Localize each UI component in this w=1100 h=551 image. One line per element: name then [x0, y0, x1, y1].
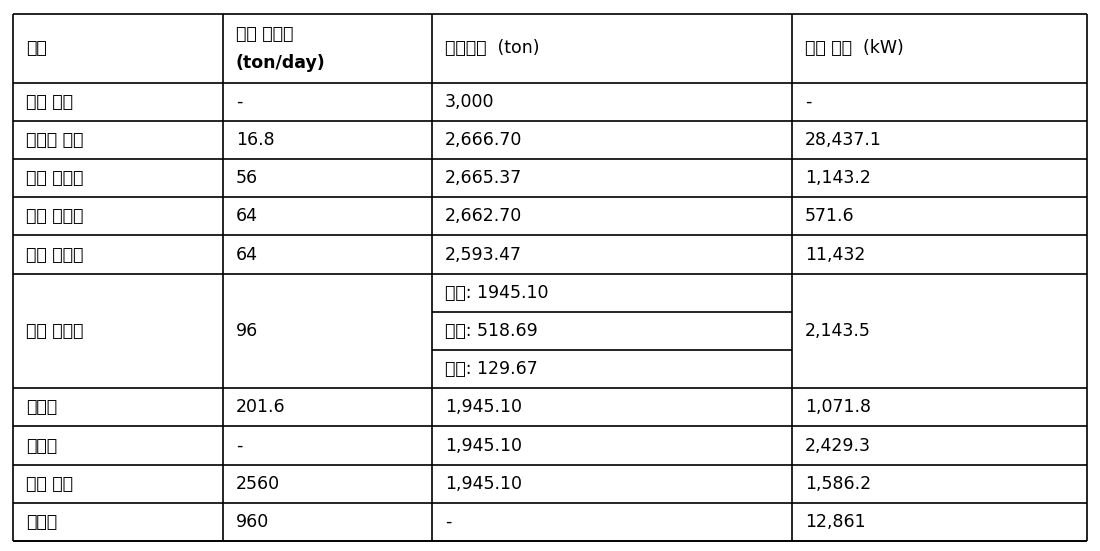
Text: 64: 64: [235, 207, 257, 225]
Text: 12,861: 12,861: [805, 513, 866, 531]
Text: -: -: [446, 513, 451, 531]
Text: 2,429.3: 2,429.3: [805, 436, 871, 455]
Text: 201.6: 201.6: [235, 398, 285, 417]
Text: -: -: [235, 93, 242, 111]
Text: 대립: 1945.10: 대립: 1945.10: [446, 284, 549, 302]
Text: 1,945.10: 1,945.10: [446, 398, 522, 417]
Text: 색채 선별기: 색채 선별기: [26, 246, 84, 263]
Text: 항목: 항목: [26, 39, 47, 57]
Text: -: -: [805, 93, 811, 111]
Text: 소요 동력  (kW): 소요 동력 (kW): [805, 39, 903, 57]
Text: 28,437.1: 28,437.1: [805, 131, 881, 149]
Text: 승강기: 승강기: [26, 513, 57, 531]
Text: (ton/day): (ton/day): [235, 55, 326, 72]
Text: 2,143.5: 2,143.5: [805, 322, 870, 340]
Text: 56: 56: [235, 169, 257, 187]
Text: 2,593.47: 2,593.47: [446, 246, 522, 263]
Text: 포장기: 포장기: [26, 436, 57, 455]
Text: 11,432: 11,432: [805, 246, 865, 263]
Text: 96: 96: [235, 322, 258, 340]
Text: 2560: 2560: [235, 475, 279, 493]
Text: 소립: 129.67: 소립: 129.67: [446, 360, 538, 378]
Text: 저장 탱크: 저장 탱크: [26, 475, 74, 493]
Text: 중립: 518.69: 중립: 518.69: [446, 322, 538, 340]
Text: 일간 처리량: 일간 처리량: [235, 25, 293, 44]
Text: 물질수지  (ton): 물질수지 (ton): [446, 39, 540, 57]
Text: 2,666.70: 2,666.70: [446, 131, 522, 149]
Text: 1,945.10: 1,945.10: [446, 475, 522, 493]
Text: 1,945.10: 1,945.10: [446, 436, 522, 455]
Text: 2,662.70: 2,662.70: [446, 207, 522, 225]
Text: 초기 투입: 초기 투입: [26, 93, 74, 111]
Text: 원료 정선기: 원료 정선기: [26, 169, 84, 187]
Text: 16.8: 16.8: [235, 131, 274, 149]
Text: 1,586.2: 1,586.2: [805, 475, 871, 493]
Text: 2,665.37: 2,665.37: [446, 169, 522, 187]
Text: 1,143.2: 1,143.2: [805, 169, 870, 187]
Text: 순환식 건조: 순환식 건조: [26, 131, 84, 149]
Text: 입자 선별기: 입자 선별기: [26, 322, 84, 340]
Text: 벨트 선별기: 벨트 선별기: [26, 207, 84, 225]
Text: 1,071.8: 1,071.8: [805, 398, 871, 417]
Text: 960: 960: [235, 513, 270, 531]
Text: 3,000: 3,000: [446, 93, 495, 111]
Text: 계량기: 계량기: [26, 398, 57, 417]
Text: -: -: [235, 436, 242, 455]
Text: 571.6: 571.6: [805, 207, 855, 225]
Text: 64: 64: [235, 246, 257, 263]
